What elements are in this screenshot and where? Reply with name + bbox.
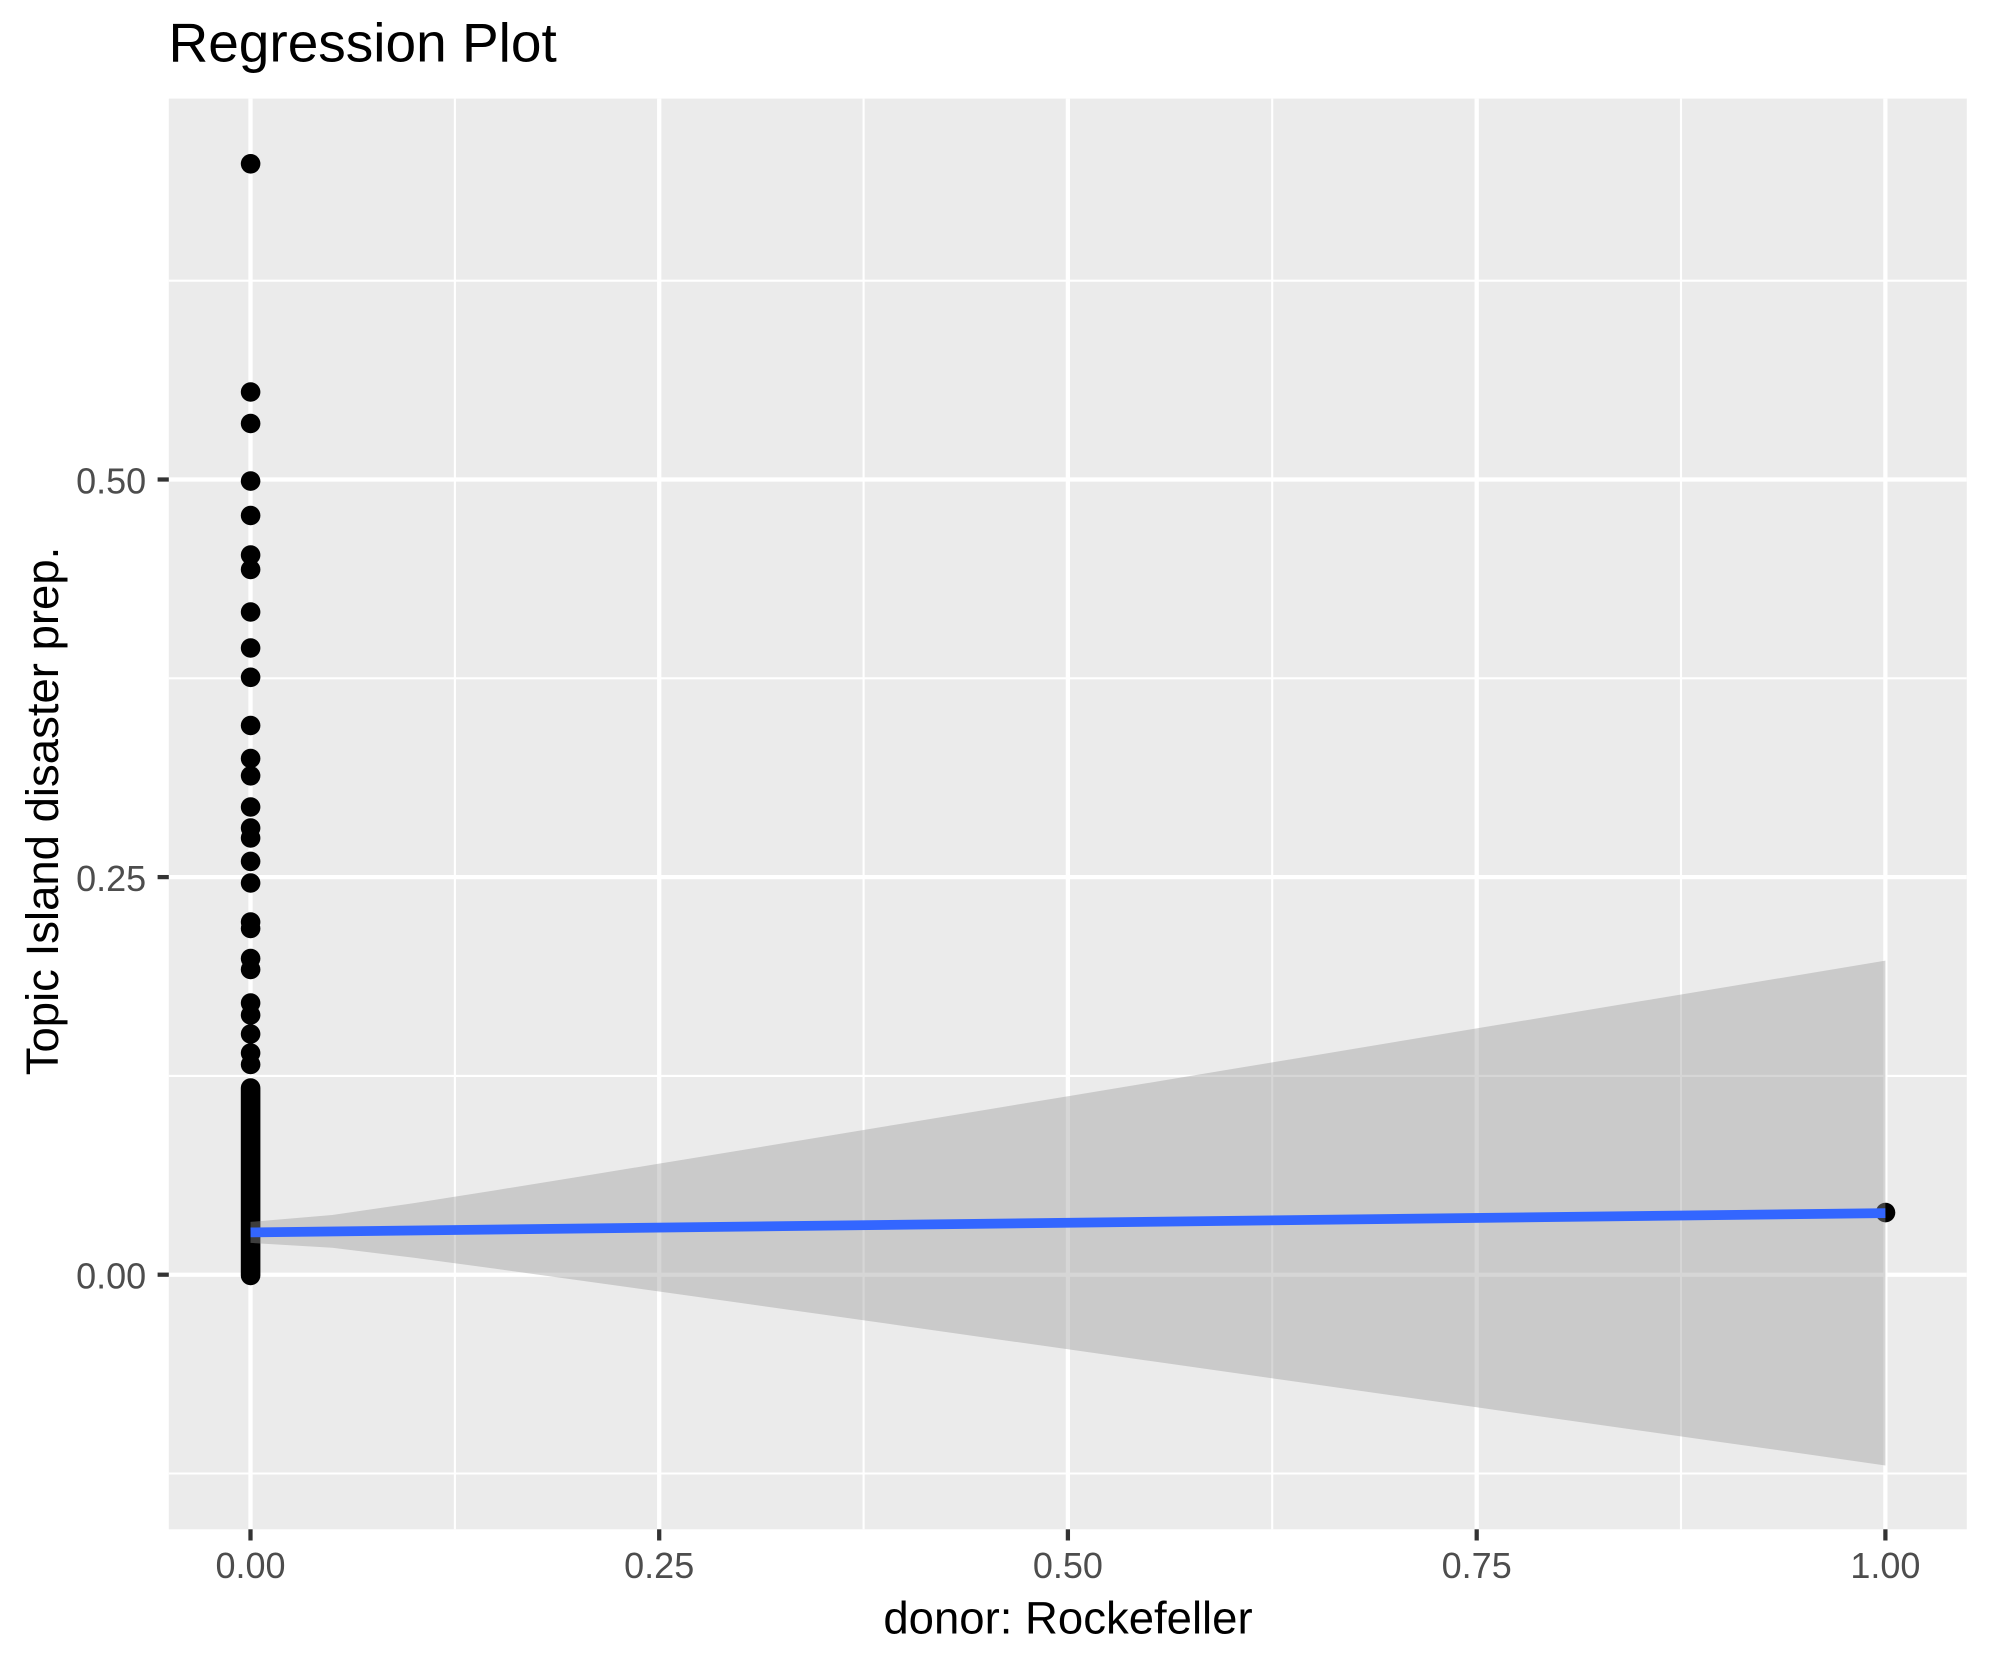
svg-text:0.25: 0.25 <box>624 1545 694 1586</box>
svg-text:0.50: 0.50 <box>76 460 146 501</box>
svg-text:1.00: 1.00 <box>1850 1545 1920 1586</box>
svg-text:0.25: 0.25 <box>76 858 146 899</box>
svg-text:0.75: 0.75 <box>1442 1545 1512 1586</box>
svg-text:donor: Rockefeller: donor: Rockefeller <box>883 1593 1252 1644</box>
svg-text:Topic Island disaster prep.: Topic Island disaster prep. <box>17 547 68 1076</box>
svg-text:0.50: 0.50 <box>1033 1545 1103 1586</box>
svg-text:0.00: 0.00 <box>76 1256 146 1297</box>
svg-text:Regression Plot: Regression Plot <box>169 12 557 74</box>
svg-text:0.00: 0.00 <box>215 1545 285 1586</box>
